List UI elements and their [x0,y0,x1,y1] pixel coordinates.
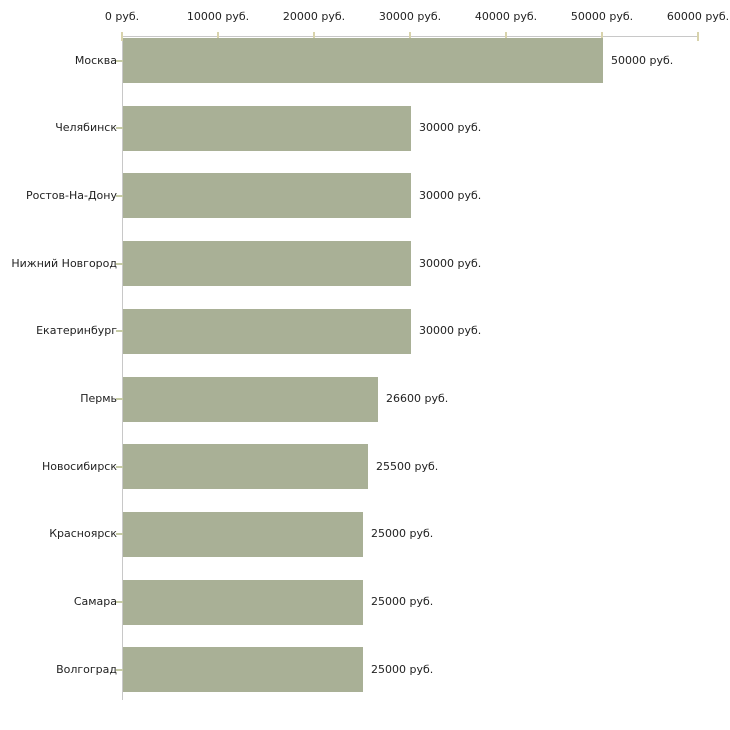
x-axis-tick [121,32,123,41]
y-axis-tick [116,330,123,333]
x-axis-tick [217,32,219,41]
value-label: 50000 руб. [611,53,674,67]
category-label: Екатеринбург [36,324,117,338]
bar [123,173,411,219]
x-axis-tick-label: 60000 руб. [666,10,730,23]
y-axis-line [122,36,123,700]
bar [123,511,363,557]
x-axis-tick-label: 30000 руб. [378,10,442,23]
y-axis-tick [116,262,123,265]
value-label: 25000 руб. [371,662,434,676]
category-label: Нижний Новгород [11,256,117,270]
value-label: 25000 руб. [371,595,434,609]
bar [123,376,378,422]
y-axis-tick [116,398,123,400]
value-label: 30000 руб. [419,324,482,338]
y-axis-tick [116,601,123,604]
bar [123,105,411,151]
category-label: Пермь [80,392,117,405]
y-axis-tick [116,127,123,130]
category-label: Волгоград [56,662,117,676]
y-axis-tick [116,59,123,62]
x-axis-tick-label: 50000 руб. [570,10,634,23]
bar [123,38,603,83]
y-axis-tick [116,465,123,468]
x-axis-tick-label: 10000 руб. [186,10,250,23]
x-axis-tick [409,32,411,41]
bar [123,241,411,287]
bar [123,647,363,693]
category-label: Ростов-На-Дону [25,188,117,202]
x-axis-tick [697,32,699,41]
value-label: 26600 руб. [386,392,449,405]
value-label: 25500 руб. [376,459,439,473]
value-label: 30000 руб. [419,256,482,270]
y-axis-tick [116,668,123,671]
bar [123,308,411,354]
category-label: Челябинск [55,121,117,135]
y-axis-tick [116,533,123,536]
x-axis-tick-label: 40000 руб. [474,10,538,23]
x-axis-tick [601,32,603,41]
x-axis-tick-label: 20000 руб. [282,10,346,23]
value-label: 25000 руб. [371,527,434,541]
category-label: Красноярск [49,527,117,541]
category-label: Новосибирск [41,459,117,473]
value-label: 30000 руб. [419,121,482,135]
x-axis-tick [313,32,315,41]
bar [123,579,363,625]
category-label: Самара [73,595,117,609]
value-label: 30000 руб. [419,188,482,202]
x-axis-tick [505,32,507,41]
category-label: Москва [74,53,117,67]
x-axis-tick-label: 0 руб. [104,10,140,23]
bar [123,444,368,490]
y-axis-tick [116,194,123,197]
